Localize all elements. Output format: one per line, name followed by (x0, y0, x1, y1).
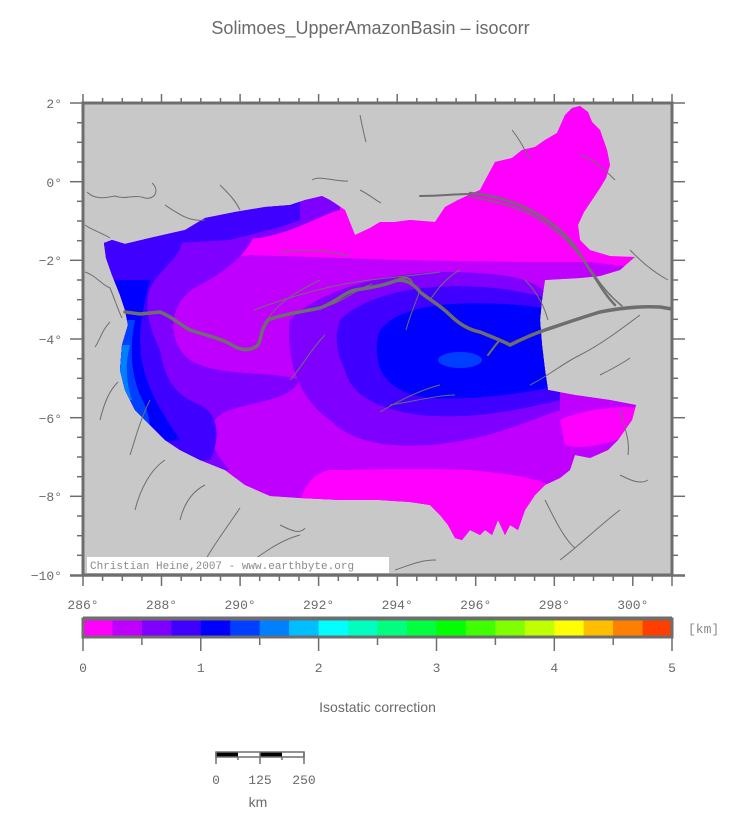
colorbar-tick-label: 4 (550, 661, 558, 676)
y-tick-label: −6° (39, 412, 62, 427)
colorbar-swatch (465, 619, 496, 637)
amazon-river (123, 191, 672, 356)
top-ticks (82, 94, 673, 103)
x-axis-labels: 286° 288° 290° 292° 294° 296° 298° 300° (67, 598, 648, 613)
colorbar-swatch (289, 619, 320, 637)
colorbar-swatch (348, 619, 378, 637)
colorbar-title: Isostatic correction (319, 699, 436, 715)
colorbar-tick-label: 0 (79, 661, 87, 676)
colorbar-swatch (200, 619, 231, 637)
y-tick-label: 2° (46, 97, 62, 112)
colorbar-swatch (436, 619, 467, 637)
colorbar-swatch (613, 619, 644, 637)
scale-tick-label: 125 (248, 773, 271, 788)
left-ticks (70, 102, 83, 576)
x-tick-label: 296° (460, 598, 491, 613)
scale-tick-label: 0 (212, 773, 220, 788)
colorbar-unit: [km] (688, 622, 719, 637)
y-tick-label: 0° (46, 176, 62, 191)
colorbar-swatch (230, 619, 261, 637)
x-tick-label: 286° (67, 598, 98, 613)
colorbar-swatch (583, 619, 614, 637)
y-tick-label: −4° (39, 333, 62, 348)
scale-bar: 0 125 250 (212, 751, 316, 788)
colorbar-swatch (259, 619, 290, 637)
x-tick-label: 298° (539, 598, 570, 613)
x-tick-label: 292° (303, 598, 334, 613)
map-title: Solimoes_UpperAmazonBasin – isocorr (211, 18, 530, 38)
y-tick-label: −2° (39, 254, 62, 269)
colorbar-swatch (112, 619, 143, 637)
colorbar-tick-label: 1 (197, 661, 205, 676)
colorbar-swatch (141, 619, 172, 637)
colorbar-tick-label: 5 (668, 661, 676, 676)
y-axis-labels: 2° 0° −2° −4° −6° −8° −10° (31, 97, 62, 584)
x-tick-label: 288° (146, 598, 177, 613)
colorbar: [km] 0 1 2 3 4 5 (79, 616, 719, 676)
x-tick-label: 290° (224, 598, 255, 613)
colorbar-tick-label: 2 (315, 661, 323, 676)
colorbar-swatch (377, 619, 408, 637)
colorbar-swatch (495, 619, 526, 637)
y-tick-label: −10° (31, 569, 62, 584)
scale-bar-unit: km (248, 794, 268, 810)
colorbar-swatch (554, 619, 585, 637)
x-tick-label: 300° (617, 598, 648, 613)
credit-box (87, 557, 389, 573)
y-tick-label: −8° (39, 490, 62, 505)
colorbar-tick-label: 3 (433, 661, 441, 676)
colorbar-swatch (642, 619, 673, 637)
colorbar-swatch (318, 619, 349, 637)
colorbar-swatch (406, 619, 437, 637)
right-ticks (672, 102, 685, 576)
x-tick-label: 294° (382, 598, 413, 613)
colorbar-swatch (171, 619, 202, 637)
colorbar-swatch (524, 619, 555, 637)
scale-tick-label: 250 (292, 773, 315, 788)
bottom-ticks (70, 575, 685, 586)
credit-text: Christian Heine,2007 - www.earthbyte.org (90, 561, 354, 573)
colorbar-swatches (83, 619, 673, 637)
colorbar-swatch (83, 619, 113, 637)
